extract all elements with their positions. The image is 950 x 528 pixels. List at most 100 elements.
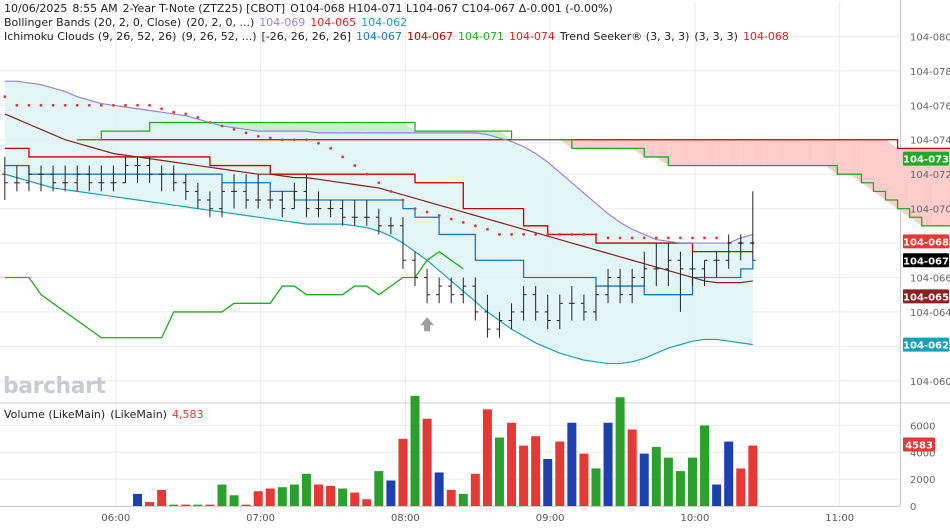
cloud-segment [885, 139, 898, 209]
trend-seeker-dot [329, 146, 332, 150]
cloud-segment [752, 139, 765, 166]
ohlc-bar [1, 156, 8, 200]
legend-trend-seeker-params: (3, 3, 3) [694, 30, 738, 43]
cloud-segment [740, 139, 753, 166]
legend-bollinger-label: Bollinger Bands (20, 2, 0, Close) [4, 16, 182, 29]
time-axis-tick-label: 07:00 [246, 513, 275, 524]
ohlc-bar [737, 234, 744, 261]
legend-date: 10/06/2025 [4, 2, 68, 15]
ohlc-bar [448, 277, 455, 304]
time-axis-tick-label: 09:00 [536, 513, 565, 524]
volume-legend-params: (LikeMain) [110, 408, 167, 421]
ohlc-bar [146, 156, 153, 183]
cloud-segment [583, 139, 596, 149]
ohlc-bar [363, 200, 370, 226]
ohlc-bar [436, 277, 443, 304]
ohlc-bar [351, 200, 358, 226]
legend-bollinger-lower: 104-062 [361, 16, 408, 29]
trend-seeker-dot [679, 236, 682, 240]
price-axis-tick-label: 104-066 [910, 273, 950, 284]
volume-bar [639, 453, 649, 506]
legend-time: 8:55 AM [72, 2, 118, 15]
ohlc-bar [532, 286, 539, 321]
ohlc-bar [25, 165, 32, 192]
ohlc-bar [218, 182, 225, 218]
cloud-segment [764, 139, 777, 166]
trend-seeker-dot [401, 198, 405, 202]
legend-ichimoku-label: Ichimoku Clouds (9, 26, 52, 26) [4, 30, 177, 43]
trend-seeker-dot [220, 124, 224, 128]
volume-axis-tick-label: 2000 [910, 475, 935, 486]
time-axis-tick-label: 11:00 [825, 513, 854, 524]
trend-seeker-dot [510, 233, 513, 236]
volume-bar [350, 492, 360, 506]
volume-bar [265, 488, 275, 506]
price-badge-bg [903, 289, 949, 304]
cloud-segment [595, 139, 609, 149]
price-badge: 104-073 [903, 151, 949, 166]
trend-seeker-dot [160, 107, 164, 111]
ichimoku-span-b-line [77, 139, 950, 149]
trend-seeker-dot [75, 103, 79, 107]
ohlc-bar [713, 251, 720, 278]
volume-bar [217, 484, 227, 506]
volume-bar [567, 422, 577, 506]
ohlc-bar [339, 200, 346, 226]
volume-bar [519, 445, 529, 506]
volume-bar [277, 487, 287, 506]
legend-line-ichimoku[interactable]: Ichimoku Clouds (9, 26, 52, 26) (9, 26, 5… [4, 30, 794, 44]
volume-bar [362, 499, 372, 506]
volume-axis-tick-label: 4000 [910, 448, 935, 459]
volume-bar [313, 484, 323, 506]
trend-seeker-dot [413, 207, 417, 211]
ohlc-bar [424, 268, 431, 304]
volume-value-badge: 4583 [903, 437, 935, 452]
ohlc-bar [243, 174, 250, 209]
price-axis-tick-label: 104-060 [910, 377, 950, 388]
trend-seeker-dot [87, 103, 91, 107]
ohlc-bar [267, 191, 274, 209]
ohlc-bar [122, 156, 129, 184]
price-badge: 104-068 [903, 234, 949, 249]
trend-seeker-dot [244, 131, 248, 135]
cloud-segment [571, 139, 584, 149]
ohlc-bar [158, 165, 165, 192]
trend-seeker-dot [292, 138, 296, 142]
cloud-segment [849, 139, 862, 183]
ohlc-bar [749, 191, 756, 261]
trend-seeker-dot [63, 103, 67, 107]
volume-bar [748, 445, 758, 506]
ohlc-bar [62, 165, 69, 192]
time-axis-tick-label: 08:00 [391, 513, 420, 524]
cloud-segment [861, 139, 874, 192]
volume-bar [663, 457, 673, 506]
ohlc-bar [701, 259, 708, 287]
ichimoku-span-a-line [77, 121, 950, 227]
volume-bar [398, 438, 408, 506]
trend-seeker-dot [473, 224, 477, 228]
legend-line-bollinger[interactable]: Bollinger Bands (20, 2, 0, Close) (20, 2,… [4, 16, 412, 30]
ohlc-bar [508, 303, 515, 330]
volume-legend[interactable]: Volume (LikeMain) (LikeMain) 4,583 [4, 408, 208, 421]
cloud-segment [499, 131, 512, 140]
cloud-segment [608, 139, 621, 149]
volume-bar [675, 471, 685, 506]
legend-ichimoku-params: (9, 26, 52, ...) [181, 30, 257, 43]
legend-trend-seeker-value: 104-068 [742, 30, 789, 43]
cloud-segment [873, 139, 886, 200]
trend-seeker-dot [172, 110, 176, 114]
trend-seeker-dot [317, 141, 320, 145]
volume-bar [651, 446, 661, 506]
volume-bar [543, 459, 553, 506]
trend-seeker-dot [389, 189, 393, 193]
bollinger-middle-line [4, 113, 753, 284]
ohlc-bars [1, 156, 756, 338]
price-badge: 104-067 [903, 253, 949, 268]
cloud-segment [680, 139, 693, 166]
price-axis-tick-label: 104-072 [910, 170, 950, 181]
ohlc-bar [617, 268, 624, 304]
volume-bar [157, 489, 167, 506]
price-axis-tick-label: 104-074 [910, 136, 950, 147]
